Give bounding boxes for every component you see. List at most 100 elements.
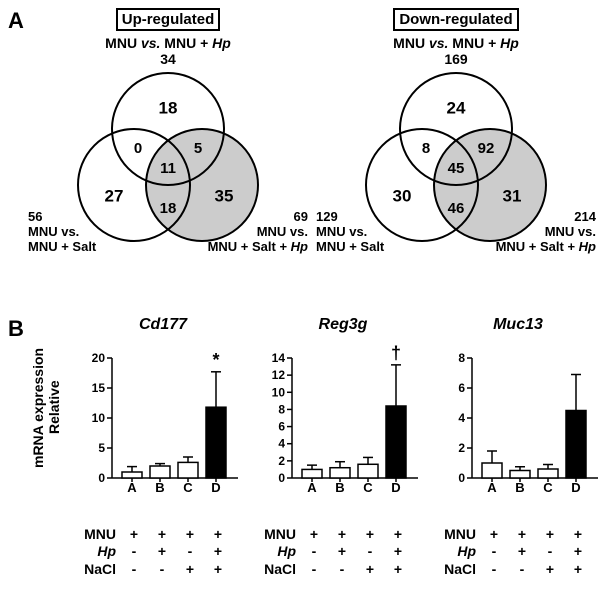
svg-text:4: 4 bbox=[278, 437, 285, 451]
cond-cell: + bbox=[120, 526, 148, 544]
cond-label: Hp bbox=[436, 543, 480, 561]
svg-text:15: 15 bbox=[92, 381, 106, 395]
cond-cell: + bbox=[508, 526, 536, 544]
cond-cell: + bbox=[176, 561, 204, 579]
cond-cell: + bbox=[564, 543, 592, 561]
cond-cell: + bbox=[204, 543, 232, 561]
venn-title-up: Up-regulated bbox=[116, 8, 221, 31]
venn-up-bl: 56 MNU vs. MNU + Salt bbox=[28, 210, 96, 255]
y-axis-label: mRNA expression bbox=[30, 348, 46, 468]
cond-cell: + bbox=[384, 526, 412, 544]
svg-text:0: 0 bbox=[134, 140, 142, 157]
svg-text:24: 24 bbox=[447, 99, 466, 118]
svg-text:2: 2 bbox=[458, 441, 465, 455]
venn-up-regulated: Up-regulated MNU vs. MNU + Hp 34 18 27 3… bbox=[28, 8, 308, 255]
svg-text:0: 0 bbox=[458, 471, 465, 485]
panel-a-label: A bbox=[8, 8, 24, 34]
cond-cell: - bbox=[356, 543, 384, 561]
venn-title-down: Down-regulated bbox=[393, 8, 518, 31]
svg-text:D: D bbox=[571, 480, 580, 495]
venn-down-top-label: MNU vs. MNU + Hp 169 bbox=[316, 35, 596, 67]
svg-text:20: 20 bbox=[92, 351, 106, 365]
svg-text:10: 10 bbox=[272, 385, 286, 399]
svg-text:35: 35 bbox=[215, 187, 234, 206]
cond-cell: + bbox=[204, 561, 232, 579]
svg-text:A: A bbox=[307, 480, 317, 495]
svg-text:A: A bbox=[127, 480, 137, 495]
svg-text:27: 27 bbox=[105, 187, 124, 206]
svg-text:14: 14 bbox=[272, 351, 286, 365]
panel-b-label: B bbox=[8, 316, 24, 342]
svg-text:C: C bbox=[543, 480, 553, 495]
cond-cell: + bbox=[508, 543, 536, 561]
cond-cell: - bbox=[148, 561, 176, 579]
cond-cell: + bbox=[328, 526, 356, 544]
cond-cell: + bbox=[536, 526, 564, 544]
cond-cell: + bbox=[564, 526, 592, 544]
chart-muc13: Muc13 0 2 4 6 8 A B C D bbox=[438, 316, 598, 501]
svg-text:30: 30 bbox=[393, 187, 412, 206]
chart-svg: 02468101214ABCD† bbox=[258, 336, 428, 496]
cond-cell: + bbox=[564, 561, 592, 579]
svg-text:8: 8 bbox=[458, 351, 465, 365]
cond-cell: - bbox=[508, 561, 536, 579]
svg-text:4: 4 bbox=[458, 411, 465, 425]
chart-cd177: Cd17705101520ABCD* bbox=[78, 316, 248, 501]
cond-cell: + bbox=[204, 526, 232, 544]
cond-cell: - bbox=[300, 543, 328, 561]
cond-cell: - bbox=[536, 543, 564, 561]
cond-cell: + bbox=[176, 526, 204, 544]
svg-text:18: 18 bbox=[159, 99, 178, 118]
cond-cell: + bbox=[356, 526, 384, 544]
cond-label: MNU bbox=[256, 526, 300, 544]
conditions-muc13: MNU++++Hp-+-+NaCl--++ bbox=[436, 526, 592, 579]
svg-text:B: B bbox=[515, 480, 524, 495]
svg-text:6: 6 bbox=[278, 420, 285, 434]
cond-cell: + bbox=[148, 543, 176, 561]
cond-label: NaCl bbox=[76, 561, 120, 579]
chart-title: Muc13 bbox=[438, 316, 598, 334]
venn-up-br: 69 MNU vs. MNU + Salt + Hp bbox=[208, 210, 308, 255]
cond-cell: - bbox=[480, 561, 508, 579]
cond-label: Hp bbox=[256, 543, 300, 561]
venn-up-top-label: MNU vs. MNU + Hp 34 bbox=[28, 35, 308, 67]
cond-cell: + bbox=[356, 561, 384, 579]
cond-label: MNU bbox=[76, 526, 120, 544]
cond-label: MNU bbox=[436, 526, 480, 544]
svg-text:D: D bbox=[391, 480, 400, 495]
svg-text:12: 12 bbox=[272, 368, 286, 382]
chart-title: Reg3g bbox=[258, 316, 428, 334]
svg-text:†: † bbox=[391, 343, 401, 363]
svg-text:A: A bbox=[487, 480, 497, 495]
cond-cell: - bbox=[328, 561, 356, 579]
svg-text:92: 92 bbox=[478, 140, 495, 157]
cond-cell: + bbox=[536, 561, 564, 579]
cond-cell: + bbox=[328, 543, 356, 561]
chart-title: Cd177 bbox=[78, 316, 248, 334]
svg-text:5: 5 bbox=[98, 441, 105, 455]
svg-text:C: C bbox=[363, 480, 373, 495]
svg-text:B: B bbox=[155, 480, 164, 495]
venn-down-bl: 129 MNU vs. MNU + Salt bbox=[316, 210, 384, 255]
svg-text:6: 6 bbox=[458, 381, 465, 395]
svg-text:8: 8 bbox=[278, 402, 285, 416]
cond-cell: + bbox=[480, 526, 508, 544]
cond-cell: - bbox=[120, 543, 148, 561]
conditions-cd177: MNU++++Hp-+-+NaCl--++ bbox=[76, 526, 232, 579]
svg-text:B: B bbox=[335, 480, 344, 495]
svg-text:2: 2 bbox=[278, 454, 285, 468]
cond-cell: - bbox=[300, 561, 328, 579]
cond-cell: + bbox=[384, 561, 412, 579]
svg-text:10: 10 bbox=[92, 411, 106, 425]
cond-cell: + bbox=[148, 526, 176, 544]
y-axis-label-top: Relative bbox=[46, 380, 62, 434]
venn-down-regulated: Down-regulated MNU vs. MNU + Hp 169 24 3… bbox=[316, 8, 596, 255]
cond-label: NaCl bbox=[436, 561, 480, 579]
svg-text:0: 0 bbox=[98, 471, 105, 485]
svg-text:8: 8 bbox=[422, 140, 430, 157]
panel-b: B mRNA expression Relative Cd17705101520… bbox=[6, 316, 594, 586]
chart-svg: 0 2 4 6 8 A B C D bbox=[438, 336, 598, 496]
cond-cell: + bbox=[300, 526, 328, 544]
svg-text:18: 18 bbox=[160, 200, 177, 217]
venn-down-br: 214 MNU vs. MNU + Salt + Hp bbox=[496, 210, 596, 255]
